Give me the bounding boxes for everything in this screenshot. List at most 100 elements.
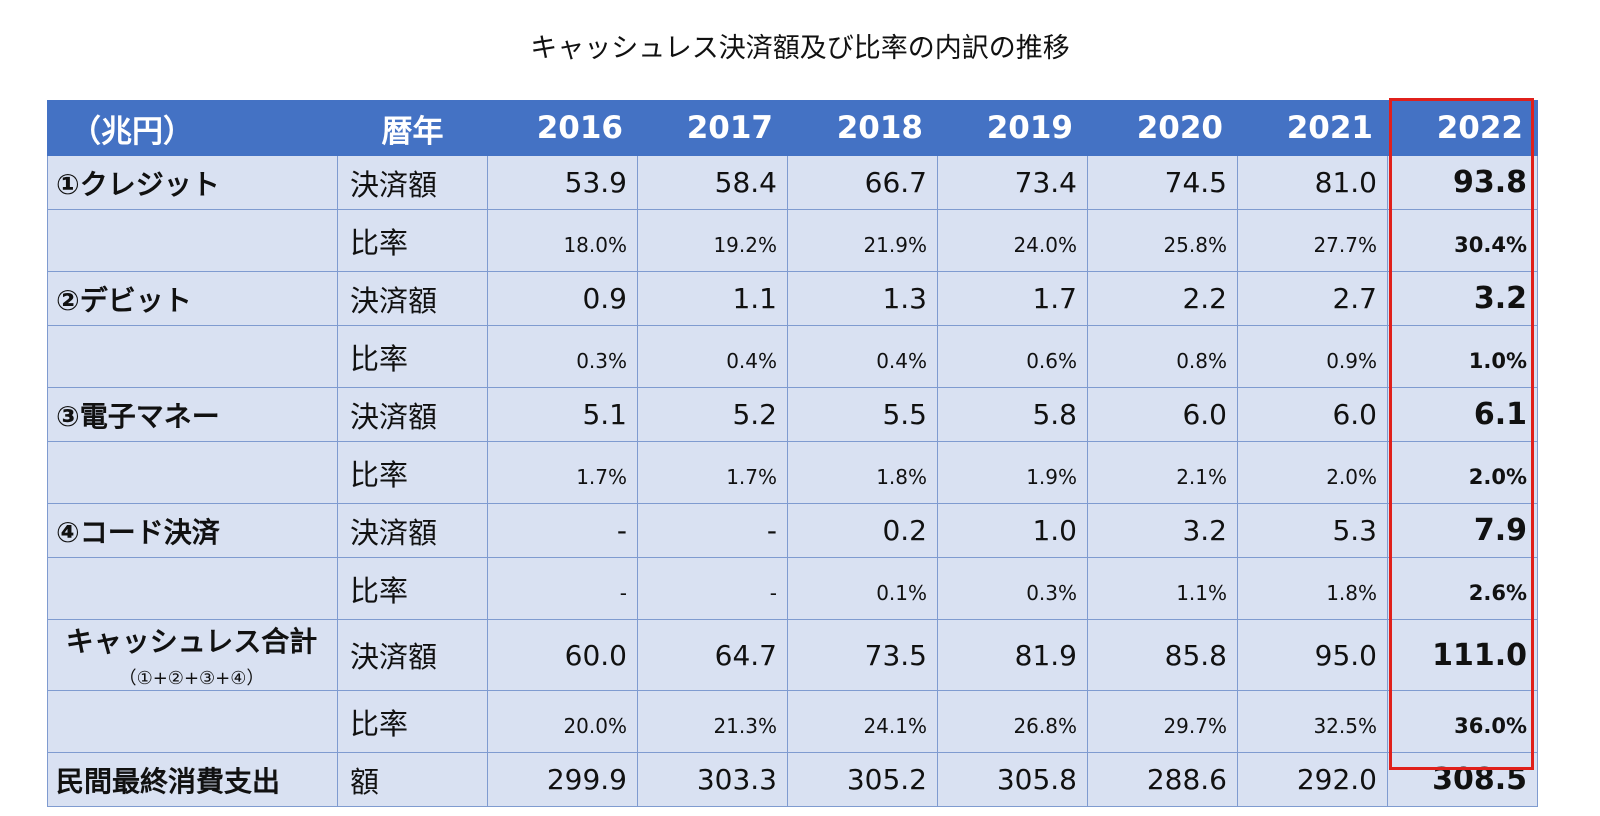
value-cell: 1.9% bbox=[937, 441, 1088, 504]
value-cell: 3.2 bbox=[1087, 503, 1238, 558]
value-cell: 74.5 bbox=[1087, 155, 1238, 210]
value-cell: 93.8 bbox=[1387, 155, 1538, 210]
value-cell: 308.5 bbox=[1387, 752, 1538, 807]
year-header: 2019 bbox=[937, 100, 1088, 156]
value-cell: 1.0% bbox=[1387, 325, 1538, 388]
value-cell: 1.8% bbox=[1237, 557, 1388, 620]
page-title: キャッシュレス決済額及び比率の内訳の推移 bbox=[530, 33, 1070, 64]
value-cell: 1.0 bbox=[937, 503, 1088, 558]
value-cell: 64.7 bbox=[637, 619, 788, 691]
value-cell: 6.0 bbox=[1237, 387, 1388, 442]
value-cell: 292.0 bbox=[1237, 752, 1388, 807]
value-cell: 0.3% bbox=[937, 557, 1088, 620]
value-cell: 305.2 bbox=[787, 752, 938, 807]
value-cell: 5.8 bbox=[937, 387, 1088, 442]
value-cell: 0.1% bbox=[787, 557, 938, 620]
table-row: 比率 - -0.1% 0.3% 1.1% 1.8% 2.6% bbox=[47, 557, 1538, 620]
value-cell: 5.3 bbox=[1237, 503, 1388, 558]
value-cell: 6.0 bbox=[1087, 387, 1238, 442]
metric-cell: 比率 bbox=[337, 557, 488, 620]
value-cell: 2.0% bbox=[1237, 441, 1388, 504]
year-header: 2018 bbox=[787, 100, 938, 156]
value-cell: 25.8% bbox=[1087, 209, 1238, 272]
table-row: 比率 18.0% 19.2% 21.9% 24.0% 25.8% 27.7% 30.4% bbox=[47, 209, 1538, 272]
value-cell: 95.0 bbox=[1237, 619, 1388, 691]
value-cell: 21.3% bbox=[637, 690, 788, 753]
value-cell: 2.0% bbox=[1387, 441, 1538, 504]
value-cell: 81.9 bbox=[937, 619, 1088, 691]
table-row: ④コード決済 決済額 - -0.2 1.0 3.2 5.3 7.9 bbox=[47, 503, 1538, 558]
header-row: （兆円） 暦年 2016 2017 2018 2019 2020 2021 20… bbox=[47, 100, 1538, 156]
value-cell: 19.2% bbox=[637, 209, 788, 272]
value-cell: 73.5 bbox=[787, 619, 938, 691]
category-label: 民間最終消費支出 bbox=[56, 764, 281, 798]
value-cell: 26.8% bbox=[937, 690, 1088, 753]
value-cell: 1.7% bbox=[637, 441, 788, 504]
value-cell: 2.6% bbox=[1387, 557, 1538, 620]
value-cell: 0.4% bbox=[787, 325, 938, 388]
value-cell: 2.1% bbox=[1087, 441, 1238, 504]
value-cell: 5.5 bbox=[787, 387, 938, 442]
table-row: 比率 0.3% 0.4% 0.4% 0.6% 0.8% 0.9% 1.0% bbox=[47, 325, 1538, 388]
value-cell: 0.8% bbox=[1087, 325, 1238, 388]
value-cell: - bbox=[487, 557, 638, 620]
value-cell: 305.8 bbox=[937, 752, 1088, 807]
category-cell bbox=[47, 557, 338, 620]
table-row: 比率 20.0% 21.3% 24.1% 26.8% 29.7% 32.5% 36.0% bbox=[47, 690, 1538, 753]
table-body: ①クレジット 決済額 53.9 58.4 66.7 73.4 74.5 81.0 93.8 比率 1… bbox=[47, 155, 1538, 807]
value-cell: 7.9 bbox=[1387, 503, 1538, 558]
category-label: ②デビット bbox=[56, 283, 192, 317]
value-cell: 5.1 bbox=[487, 387, 638, 442]
value-cell: 27.7% bbox=[1237, 209, 1388, 272]
category-cell: ④コード決済 bbox=[47, 503, 338, 558]
value-cell: 21.9% bbox=[787, 209, 938, 272]
category-cell bbox=[47, 441, 338, 504]
year-header: 2021 bbox=[1237, 100, 1388, 156]
value-cell: - bbox=[637, 557, 788, 620]
metric-header: 暦年 bbox=[337, 100, 488, 156]
category-label: ③電子マネー bbox=[56, 399, 220, 433]
value-cell: 0.9% bbox=[1237, 325, 1388, 388]
value-cell: 1.7% bbox=[487, 441, 638, 504]
value-cell: 6.1 bbox=[1387, 387, 1538, 442]
category-cell: ①クレジット bbox=[47, 155, 338, 210]
value-cell: 0.4% bbox=[637, 325, 788, 388]
metric-cell: 比率 bbox=[337, 690, 488, 753]
table-row: キャッシュレス合計 （①+②+③+④） 決済額 60.0 64.7 73.5 81.9 85.… bbox=[47, 619, 1538, 691]
value-cell: 1.3 bbox=[787, 271, 938, 326]
category-cell: ③電子マネー bbox=[47, 387, 338, 442]
value-cell: 0.3% bbox=[487, 325, 638, 388]
unit-header: （兆円） bbox=[47, 100, 338, 156]
value-cell: 1.7 bbox=[937, 271, 1088, 326]
value-cell: 24.0% bbox=[937, 209, 1088, 272]
category-cell: 民間最終消費支出 bbox=[47, 752, 338, 807]
value-cell: 60.0 bbox=[487, 619, 638, 691]
year-header: 2017 bbox=[637, 100, 788, 156]
metric-cell: 決済額 bbox=[337, 271, 488, 326]
year-header: 2022 bbox=[1387, 100, 1538, 156]
value-cell: 299.9 bbox=[487, 752, 638, 807]
value-cell: 30.4% bbox=[1387, 209, 1538, 272]
category-cell bbox=[47, 690, 338, 753]
table-row: ②デビット 決済額 0.9 1.1 1.3 1.7 2.2 2.7 3.2 bbox=[47, 271, 1538, 326]
metric-cell: 比率 bbox=[337, 441, 488, 504]
value-cell: 3.2 bbox=[1387, 271, 1538, 326]
category-label: キャッシュレス合計 bbox=[65, 625, 318, 658]
category-cell: ②デビット bbox=[47, 271, 338, 326]
metric-cell: 決済額 bbox=[337, 387, 488, 442]
metric-cell: 決済額 bbox=[337, 155, 488, 210]
table-row: 比率 1.7% 1.7% 1.8% 1.9% 2.1% 2.0% 2.0% bbox=[47, 441, 1538, 504]
category-sub-label: （①+②+③+④） bbox=[118, 668, 265, 689]
value-cell: 20.0% bbox=[487, 690, 638, 753]
year-header: 2020 bbox=[1087, 100, 1238, 156]
value-cell: 111.0 bbox=[1387, 619, 1538, 691]
metric-cell: 額 bbox=[337, 752, 488, 807]
category-cell: キャッシュレス合計 （①+②+③+④） bbox=[47, 619, 338, 691]
value-cell: 66.7 bbox=[787, 155, 938, 210]
value-cell: 0.6% bbox=[937, 325, 1088, 388]
table-row: ③電子マネー 決済額 5.1 5.2 5.5 5.8 6.0 6.0 6.1 bbox=[47, 387, 1538, 442]
value-cell: 32.5% bbox=[1237, 690, 1388, 753]
value-cell: 29.7% bbox=[1087, 690, 1238, 753]
value-cell: 303.3 bbox=[637, 752, 788, 807]
value-cell: 2.7 bbox=[1237, 271, 1388, 326]
